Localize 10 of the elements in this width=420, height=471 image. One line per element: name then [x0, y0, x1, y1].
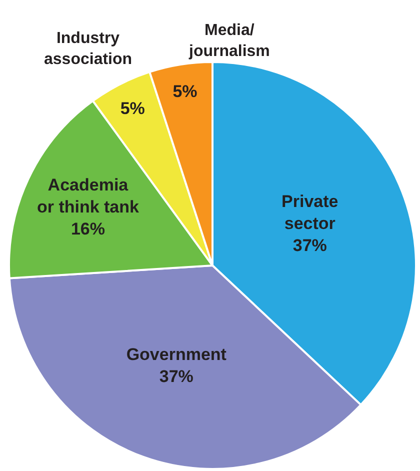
data-label: 37% [159, 366, 194, 386]
data-label: 16% [70, 220, 105, 239]
slice-label: Media/ journalism [188, 22, 270, 60]
data-label: 37% [292, 236, 327, 255]
slice-label: Government [126, 344, 227, 364]
slice-label: Private sector [282, 192, 338, 233]
slice-label: Industry association [44, 30, 132, 68]
slice-label: Academia or think tank [36, 175, 140, 217]
data-label: 5% [120, 99, 145, 118]
data-label: 5% [172, 82, 198, 102]
